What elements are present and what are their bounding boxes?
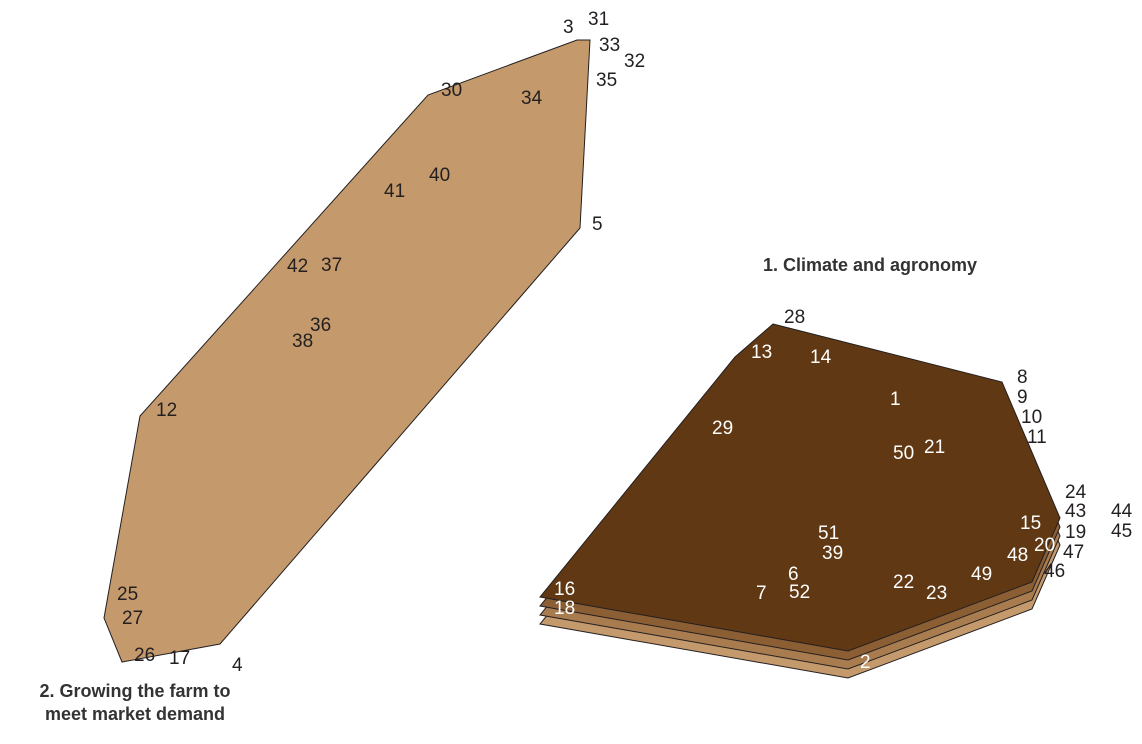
node-label: 5 bbox=[592, 214, 603, 235]
node-label: 48 bbox=[1007, 545, 1028, 566]
node-label: 13 bbox=[751, 342, 772, 363]
node-label: 52 bbox=[789, 582, 810, 603]
node-label: 20 bbox=[1034, 535, 1055, 556]
node-label: 27 bbox=[122, 608, 143, 629]
node-label: 12 bbox=[156, 400, 177, 421]
node-label: 15 bbox=[1020, 513, 1041, 534]
node-label: 31 bbox=[588, 9, 609, 30]
cluster-2-title-line-2: meet market demand bbox=[45, 704, 225, 724]
node-label: 26 bbox=[134, 645, 155, 666]
node-label: 16 bbox=[554, 579, 575, 600]
node-label: 32 bbox=[624, 51, 645, 72]
cluster-1-title: 1. Climate and agronomy bbox=[763, 255, 977, 275]
node-label: 21 bbox=[924, 437, 945, 458]
cluster-1-stack bbox=[539, 323, 1061, 679]
node-label: 22 bbox=[893, 572, 914, 593]
node-label: 43 bbox=[1065, 501, 1086, 522]
node-label: 17 bbox=[169, 648, 190, 669]
node-label: 38 bbox=[292, 331, 313, 352]
node-label: 36 bbox=[310, 315, 331, 336]
cluster-2-region bbox=[103, 39, 591, 663]
node-label: 30 bbox=[441, 80, 462, 101]
node-label: 6 bbox=[788, 564, 799, 585]
node-label: 45 bbox=[1111, 521, 1132, 542]
node-label: 9 bbox=[1017, 387, 1028, 408]
node-label: 3 bbox=[563, 17, 574, 38]
node-label: 44 bbox=[1111, 501, 1133, 522]
node-label: 39 bbox=[822, 543, 843, 564]
node-label: 33 bbox=[599, 35, 620, 56]
node-label: 19 bbox=[1065, 522, 1086, 543]
node-label: 34 bbox=[521, 88, 543, 109]
cluster-2-title-line-1: 2. Growing the farm to bbox=[39, 681, 230, 701]
node-label: 14 bbox=[810, 347, 832, 368]
node-label: 29 bbox=[712, 418, 733, 439]
node-label: 50 bbox=[893, 443, 914, 464]
node-label: 8 bbox=[1017, 367, 1028, 388]
node-label: 46 bbox=[1044, 561, 1065, 582]
node-labels: 3 31 33 32 35 30 34 40 41 5 42 37 36 38 … bbox=[117, 9, 1133, 676]
node-label: 11 bbox=[1027, 427, 1047, 448]
node-label: 41 bbox=[384, 181, 405, 202]
cluster-1-layer-1 bbox=[539, 323, 1061, 652]
node-label: 42 bbox=[287, 256, 308, 277]
node-label: 28 bbox=[784, 307, 805, 328]
node-label: 25 bbox=[117, 584, 138, 605]
node-label: 49 bbox=[971, 564, 992, 585]
node-label: 40 bbox=[429, 165, 450, 186]
node-label: 10 bbox=[1021, 407, 1042, 428]
node-label: 47 bbox=[1063, 542, 1084, 563]
node-label: 7 bbox=[756, 583, 767, 604]
node-label: 18 bbox=[554, 598, 575, 619]
node-label: 4 bbox=[232, 655, 243, 676]
node-label: 23 bbox=[926, 583, 947, 604]
node-label: 37 bbox=[321, 255, 342, 276]
node-label: 35 bbox=[596, 70, 617, 91]
node-label: 24 bbox=[1065, 482, 1087, 503]
node-label: 51 bbox=[818, 523, 839, 544]
node-label: 2 bbox=[860, 652, 871, 673]
node-label: 1 bbox=[890, 389, 901, 410]
